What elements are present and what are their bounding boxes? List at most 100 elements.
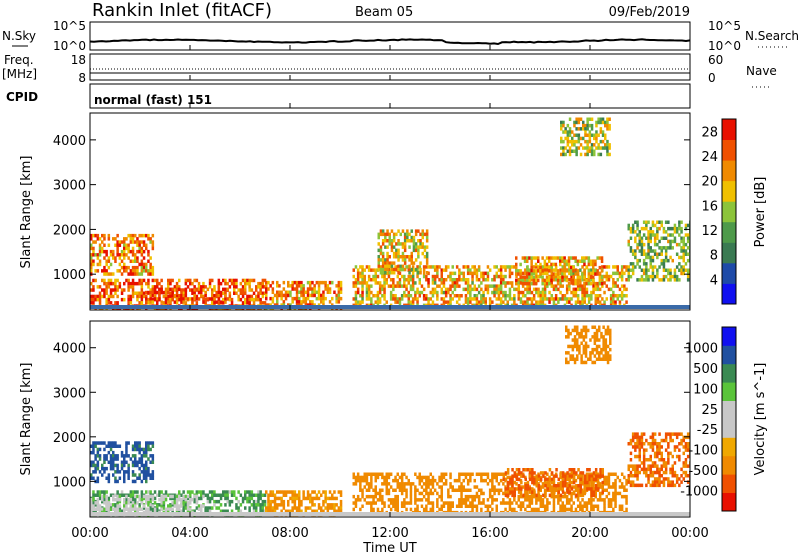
data-cell — [116, 247, 119, 251]
data-cell — [132, 269, 135, 273]
data-cell — [650, 262, 653, 266]
data-cell — [527, 481, 530, 485]
data-cell — [298, 291, 301, 295]
data-cell — [476, 288, 479, 292]
data-cell — [487, 275, 490, 279]
data-cell — [127, 454, 129, 458]
data-cell — [149, 256, 152, 260]
data-cell — [602, 481, 605, 485]
data-cell — [361, 297, 364, 301]
data-cell — [383, 476, 386, 480]
data-cell — [581, 288, 584, 292]
data-cell — [540, 297, 543, 301]
data-cell — [220, 300, 223, 304]
data-cell — [606, 265, 609, 269]
data-cell — [683, 265, 686, 269]
data-cell — [562, 484, 565, 488]
data-cell — [94, 441, 97, 445]
data-cell — [571, 150, 574, 154]
data-cell — [320, 297, 323, 301]
data-cell — [621, 284, 624, 288]
data-cell — [338, 297, 341, 301]
data-cell — [522, 494, 525, 498]
data-cell — [555, 297, 558, 301]
data-cell — [298, 300, 301, 304]
data-cell — [327, 291, 330, 295]
data-cell — [169, 504, 172, 508]
data-cell — [639, 464, 642, 468]
data-cell — [606, 278, 609, 282]
data-cell — [592, 498, 595, 502]
data-cell — [127, 247, 129, 251]
data-cell — [158, 498, 161, 502]
data-cell — [416, 291, 419, 295]
data-cell — [381, 501, 384, 505]
data-cell — [132, 454, 135, 458]
data-cell — [331, 297, 334, 301]
data-cell — [149, 500, 152, 504]
data-cell — [359, 281, 362, 285]
data-cell — [661, 439, 664, 443]
data-cell — [550, 263, 553, 267]
data-cell — [485, 284, 488, 288]
data-cell — [574, 282, 577, 286]
data-cell — [482, 501, 485, 505]
data-cell — [562, 481, 565, 485]
data-cell — [240, 298, 243, 302]
data-cell — [384, 265, 387, 269]
data-cell — [432, 476, 435, 480]
data-cell — [389, 265, 392, 269]
data-cell — [311, 497, 314, 501]
data-cell — [138, 441, 141, 445]
data-cell — [125, 269, 128, 273]
data-cell — [276, 284, 279, 288]
data-cell — [542, 288, 545, 292]
data-cell — [395, 242, 398, 246]
data-cell — [579, 276, 582, 280]
data-cell — [562, 124, 565, 128]
data-cell — [257, 295, 260, 299]
data-cell — [147, 495, 150, 499]
data-cell — [579, 501, 582, 505]
data-cell — [502, 300, 505, 304]
data-cell — [566, 478, 569, 482]
data-cell — [449, 294, 452, 298]
data-cell — [382, 268, 385, 272]
data-cell — [643, 471, 646, 475]
data-cell — [406, 229, 409, 233]
data-cell — [645, 227, 648, 231]
data-cell — [145, 244, 148, 248]
data-cell — [424, 255, 427, 259]
data-cell — [535, 263, 538, 267]
data-cell — [426, 255, 429, 259]
data-cell — [291, 297, 294, 301]
data-cell — [582, 481, 585, 485]
data-cell — [218, 291, 221, 295]
data-cell — [402, 265, 405, 269]
data-cell — [487, 278, 490, 282]
data-cell — [597, 143, 600, 147]
data-cell — [634, 240, 637, 244]
data-cell — [386, 245, 389, 249]
data-cell — [621, 482, 624, 486]
data-cell — [381, 294, 384, 298]
data-cell — [632, 262, 635, 266]
data-cell — [491, 284, 494, 288]
data-cell — [138, 244, 141, 248]
data-cell — [465, 505, 468, 509]
data-cell — [555, 294, 558, 298]
data-cell — [614, 479, 617, 483]
data-cell — [386, 229, 389, 233]
data-cell — [138, 467, 141, 471]
data-cell — [586, 487, 589, 491]
data-cell — [152, 300, 155, 304]
data-cell — [579, 508, 582, 512]
data-cell — [685, 471, 688, 475]
data-cell — [531, 508, 534, 512]
data-cell — [366, 482, 369, 486]
data-cell — [311, 291, 314, 295]
data-cell — [92, 477, 95, 481]
data-cell — [401, 489, 404, 493]
data-cell — [441, 288, 444, 292]
data-cell — [134, 234, 137, 238]
